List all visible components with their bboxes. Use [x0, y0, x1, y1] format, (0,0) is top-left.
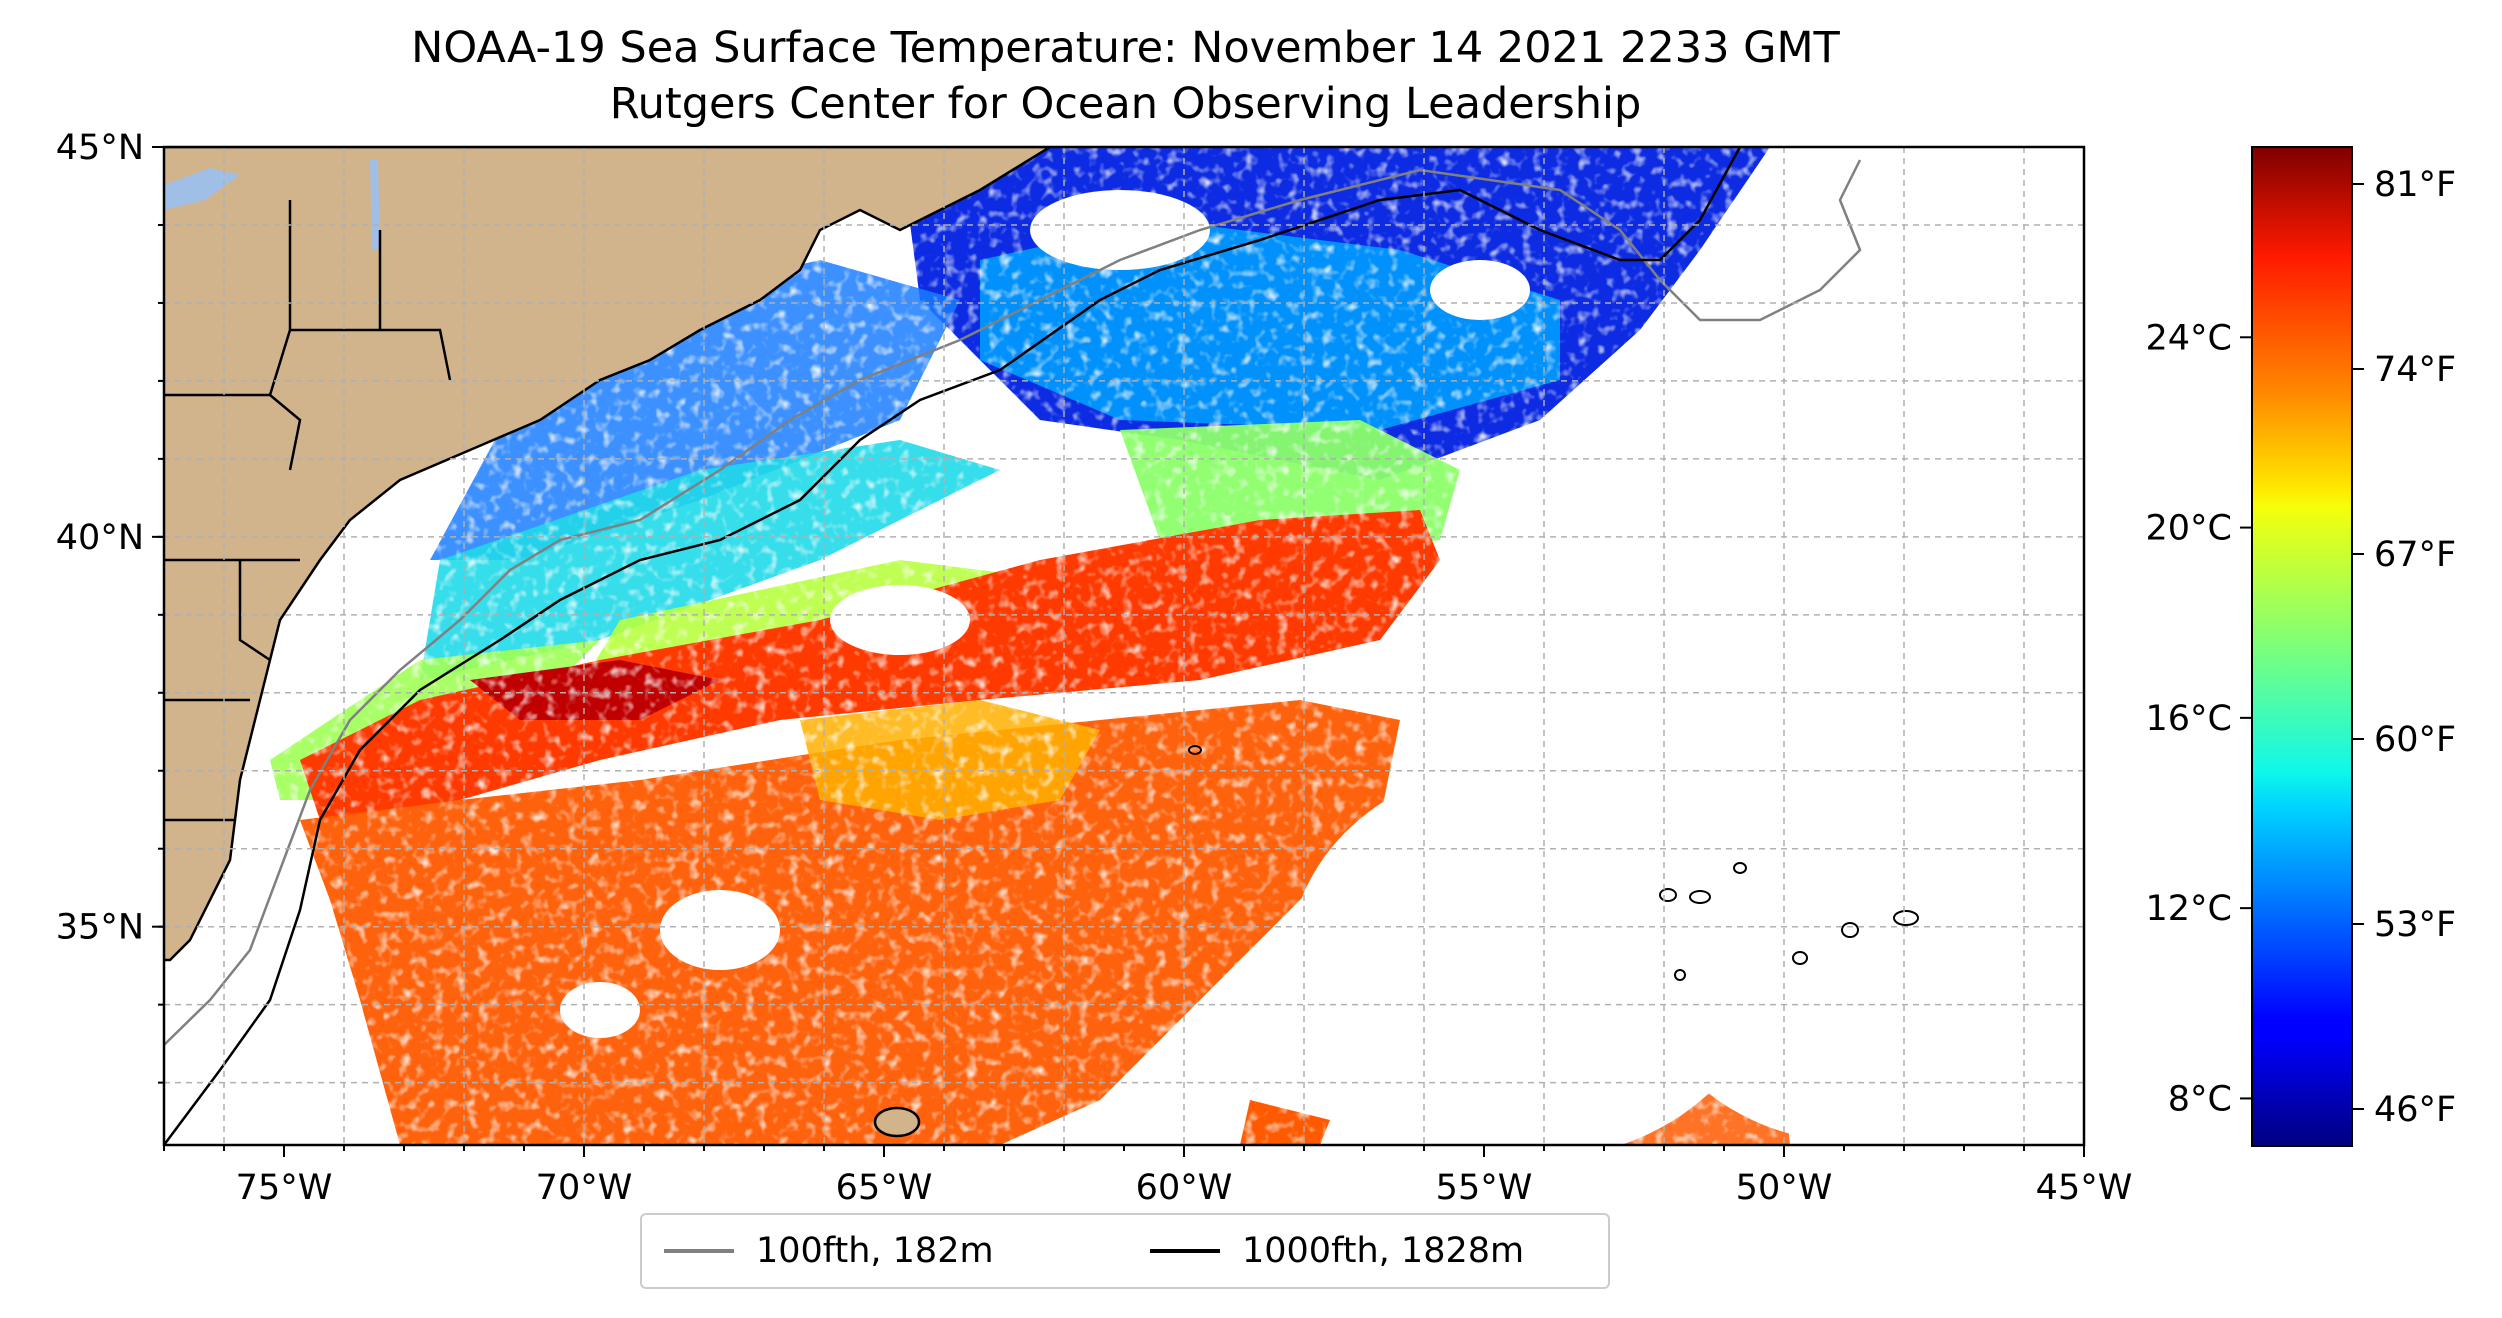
colorbar-f-label: 60°F — [2374, 720, 2456, 760]
coastline-land — [164, 147, 1050, 960]
map-subtitle: Rutgers Center for Ocean Observing Leade… — [609, 79, 1642, 129]
legend-label: 100fth, 182m — [756, 1231, 994, 1271]
legend-item-100fth: 100fth, 182m — [664, 1215, 994, 1287]
colorbar-c-label: 24°C — [2146, 318, 2232, 358]
legend-swatch-gray — [664, 1249, 734, 1253]
x-tick-label: 65°W — [836, 1168, 933, 1208]
colorbar-f-label: 46°F — [2374, 1090, 2456, 1130]
colorbar-f-label: 81°F — [2374, 165, 2456, 205]
colorbar-c-label: 16°C — [2146, 699, 2232, 739]
x-tick-label: 70°W — [536, 1168, 633, 1208]
colorbar-f-label: 53°F — [2374, 905, 2456, 945]
x-tick-label: 45°W — [2036, 1168, 2133, 1208]
map-title: NOAA-19 Sea Surface Temperature: Novembe… — [411, 23, 1840, 73]
legend-label: 1000fth, 1828m — [1242, 1231, 1525, 1271]
x-axis: 75°W 70°W 65°W 60°W 55°W 50°W 45°W — [163, 1145, 2133, 1208]
colorbar-c-label: 12°C — [2146, 889, 2232, 929]
y-axis: 45°N 40°N 35°N — [56, 128, 164, 1084]
y-tick-label: 45°N — [56, 128, 144, 168]
contour-1000fth — [164, 147, 1742, 1145]
colorbar-celsius-axis: 24°C 20°C 16°C 12°C 8°C — [2146, 318, 2252, 1119]
x-tick-label: 75°W — [236, 1168, 333, 1208]
legend-swatch-black — [1150, 1249, 1220, 1253]
sst-field — [164, 147, 2084, 1145]
x-tick-label: 55°W — [1436, 1168, 1533, 1208]
contour-100fth — [164, 159, 1862, 1046]
colorbar-fahrenheit-axis: 81°F 74°F 67°F 60°F 53°F 46°F — [2352, 165, 2456, 1130]
colorbar-f-label: 74°F — [2374, 350, 2456, 390]
x-tick-label: 50°W — [1736, 1168, 1833, 1208]
map-legend: 100fth, 182m 1000fth, 1828m — [640, 1213, 1610, 1289]
colorbar — [2251, 146, 2353, 1147]
colorbar-c-label: 20°C — [2146, 509, 2232, 549]
y-tick-label: 40°N — [56, 518, 144, 558]
colorbar-c-label: 8°C — [2168, 1079, 2232, 1119]
legend-item-1000fth: 1000fth, 1828m — [1150, 1215, 1524, 1287]
graticule-grid — [164, 147, 2084, 1145]
colorbar-f-label: 67°F — [2374, 535, 2456, 575]
y-tick-label: 35°N — [56, 908, 144, 948]
x-tick-label: 60°W — [1136, 1168, 1233, 1208]
